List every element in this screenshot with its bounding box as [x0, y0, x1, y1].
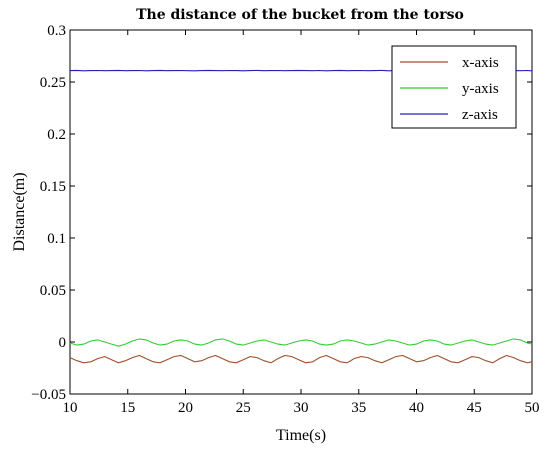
x-tick-label: 35	[351, 400, 366, 416]
x-axis-ticks: 10 15 20 25 30 35 40 45 50	[63, 30, 540, 416]
series-line-x-axis	[69, 354, 533, 364]
x-tick-label: 25	[236, 400, 251, 416]
y-axis-ticks: −0.05 0 0.05 0.1 0.15 0.2 0.25 0.3	[31, 23, 532, 403]
x-tick-label: 40	[409, 400, 424, 416]
chart-title: The distance of the bucket from the tors…	[136, 7, 464, 23]
legend-label-z-axis: z-axis	[462, 107, 498, 123]
series-line-y-axis	[69, 338, 533, 347]
y-tick-label: 0.2	[47, 127, 66, 143]
y-tick-label: 0.3	[47, 23, 66, 39]
x-tick-label: 30	[294, 400, 309, 416]
legend-label-y-axis: y-axis	[462, 81, 499, 97]
x-tick-label: 50	[525, 400, 540, 416]
y-axis-label: Distance(m)	[11, 172, 28, 251]
x-axis-label: Time(s)	[276, 427, 326, 444]
legend-label-x-axis: x-axis	[462, 55, 499, 71]
x-tick-label: 15	[120, 400, 135, 416]
y-tick-label: 0.1	[47, 231, 66, 247]
x-tick-label: 10	[63, 400, 78, 416]
y-tick-label: 0.05	[40, 283, 66, 299]
legend: x-axis y-axis z-axis	[391, 45, 517, 129]
y-tick-label: 0.25	[40, 75, 66, 91]
y-tick-label: 0	[59, 335, 67, 351]
x-tick-label: 45	[467, 400, 482, 416]
y-tick-label: 0.15	[40, 179, 66, 195]
x-tick-label: 20	[178, 400, 193, 416]
y-tick-label: −0.05	[31, 387, 66, 403]
